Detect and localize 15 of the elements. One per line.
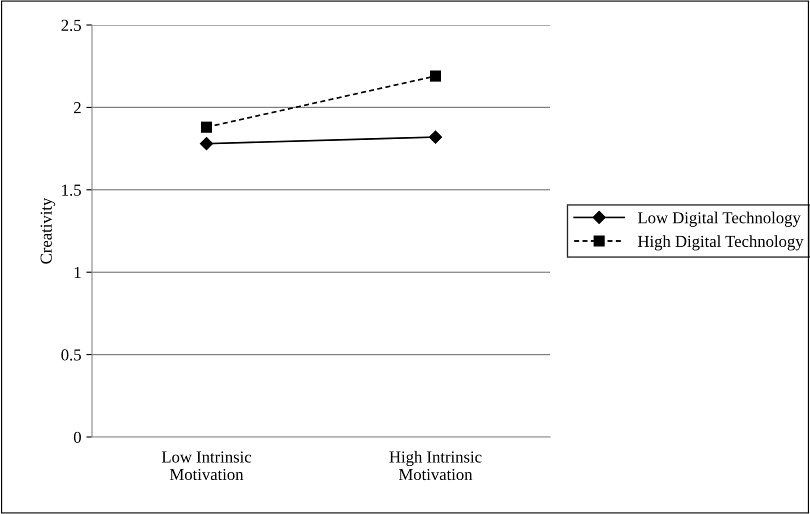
y-tick-label: 1.5 [62, 184, 81, 196]
legend-label: Low Digital Technology [638, 212, 801, 227]
point [200, 122, 212, 133]
point [200, 137, 214, 150]
y-tick-label: 2 [74, 102, 81, 114]
x-tick-label: Low Intrinsic Motivation [162, 451, 252, 480]
y-tick-label: 2.5 [61, 20, 81, 32]
y-axis-title: Creativity [40, 198, 56, 264]
x-tick-label: High Intrinsic Motivation [389, 450, 482, 480]
y-tick-label: 1 [74, 266, 81, 278]
point [430, 70, 442, 82]
y-tick-label: 0 [74, 432, 81, 443]
point [428, 130, 442, 144]
y-tick-label: 0.5 [61, 349, 81, 361]
legend-label: High Digital Technology [638, 235, 804, 250]
